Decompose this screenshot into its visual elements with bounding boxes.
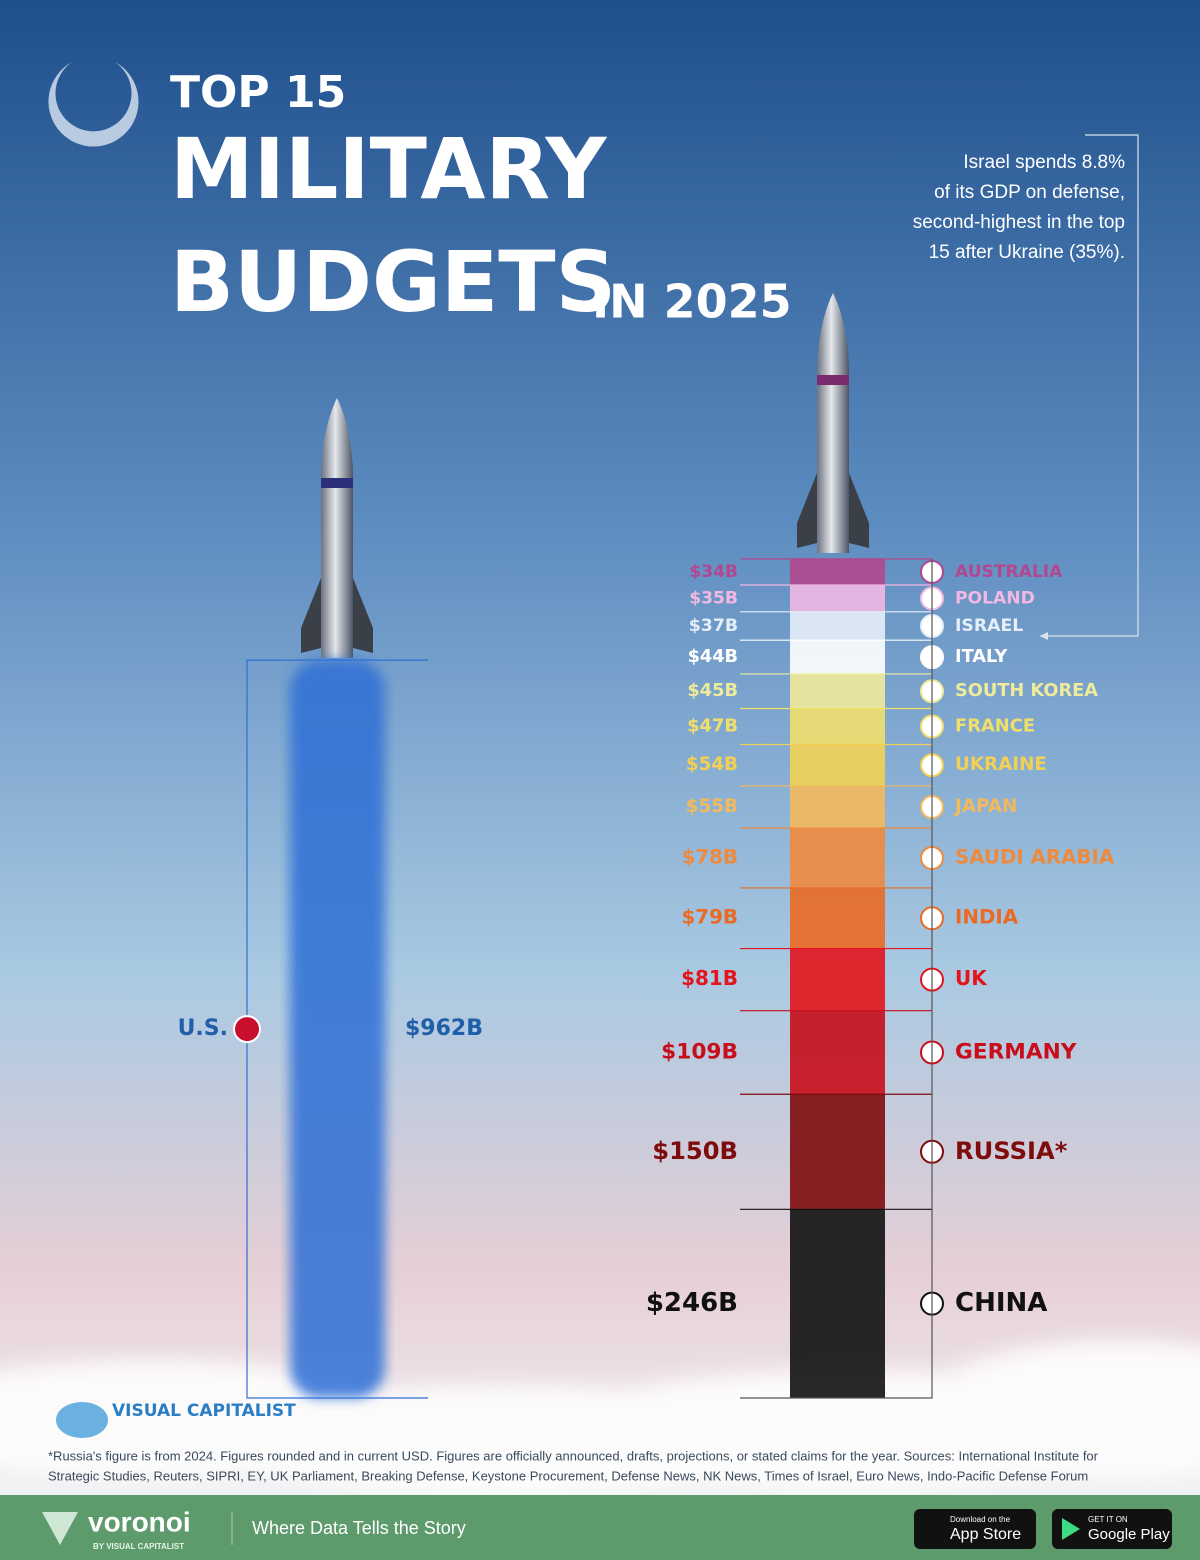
rockets	[301, 293, 869, 658]
stack-segment	[790, 948, 885, 1011]
country-name: UK	[955, 966, 988, 990]
value-label: $37B	[689, 616, 738, 636]
stack-segment	[790, 558, 885, 585]
clouds	[0, 1340, 1200, 1495]
value-label: $109B	[661, 1039, 738, 1064]
title-line: IN 2025	[592, 275, 792, 329]
stack-segment	[790, 1209, 885, 1398]
country-name: INDIA	[955, 906, 1019, 929]
country-name: FRANCE	[955, 715, 1035, 736]
value-label: $35B	[689, 588, 738, 608]
stack-segment	[790, 584, 885, 612]
footer-brand: voronoi	[88, 1506, 191, 1537]
value-label: $81B	[681, 966, 738, 990]
moon	[48, 62, 139, 147]
title-line: BUDGETS	[170, 233, 616, 331]
title-line: TOP 15	[170, 67, 346, 118]
annotation-arrow	[1040, 632, 1048, 640]
country-name: RUSSIA*	[955, 1137, 1068, 1165]
value-label: $45B	[687, 681, 738, 701]
stack-segment	[790, 673, 885, 709]
country-name: GERMANY	[955, 1039, 1077, 1064]
plot: U.S. $962B $34B AUSTRALIA $35B POLAND $37B ISRA…	[178, 558, 1115, 1399]
logo-text: VISUAL CAPITALIST	[112, 1401, 296, 1421]
bar-smoke	[290, 660, 385, 1398]
title-line: MILITARY	[170, 120, 607, 218]
stack-axis	[740, 558, 933, 1399]
stack-segment	[790, 611, 885, 641]
country-name: UKRAINE	[955, 754, 1047, 775]
annotation-line: Israel spends 8.8%	[963, 152, 1125, 173]
stack-segment	[790, 708, 885, 745]
annotation: Israel spends 8.8% of its GDP on defense,…	[913, 152, 1125, 263]
country-name: JAPAN	[953, 796, 1017, 817]
footnote-line: Strategic Studies, Reuters, SIPRI, EY, U…	[48, 1468, 1088, 1483]
value-label: $150B	[652, 1137, 738, 1165]
background	[0, 0, 1200, 1495]
country-name: CHINA	[955, 1288, 1047, 1318]
flag	[233, 1015, 261, 1044]
country-name: ISRAEL	[955, 616, 1023, 636]
google-play-label: Google Play	[1088, 1526, 1170, 1543]
annotation-line: 15 after Ukraine (35%).	[929, 242, 1125, 263]
country-name: SOUTH KOREA	[955, 681, 1098, 701]
annotation-leader	[1040, 134, 1139, 637]
footer-by: BY VISUAL CAPITALIST	[93, 1542, 184, 1551]
value-label: $78B	[682, 846, 738, 869]
app-store-button[interactable]	[914, 1509, 1036, 1549]
annotation-line: second-highest in the top	[913, 212, 1125, 233]
country-name: POLAND	[955, 588, 1035, 608]
google-play-button[interactable]	[1052, 1509, 1172, 1549]
leader-name: U.S.	[178, 1016, 228, 1041]
app-store-small: Download on the	[950, 1515, 1011, 1524]
value-label: $54B	[686, 754, 738, 775]
country-name: SAUDI ARABIA	[955, 846, 1115, 869]
google-play-icon	[1062, 1518, 1080, 1540]
value-label: $47B	[687, 715, 738, 736]
stack-segment	[790, 640, 885, 674]
value-label: $246B	[646, 1288, 738, 1318]
google-play-small: GET IT ON	[1088, 1515, 1128, 1524]
value-label: $79B	[681, 906, 738, 929]
footnote-line: *Russia's figure is from 2024. Figures r…	[48, 1448, 1099, 1463]
stack-segment	[790, 1010, 885, 1095]
logo: VISUAL CAPITALIST	[56, 1401, 296, 1438]
country-name: ITALY	[955, 647, 1007, 667]
value-label: $44B	[688, 647, 738, 667]
value-label: $34B	[689, 562, 738, 582]
value-label: $55B	[686, 796, 738, 817]
stack-segment	[790, 785, 885, 829]
tagline: Where Data Tells the Story	[252, 1518, 466, 1538]
stack-segment	[790, 828, 885, 888]
footnote: *Russia's figure is from 2024. Figures r…	[48, 1448, 1099, 1483]
footer-logo-mark	[42, 1512, 78, 1545]
stack-segment	[790, 1094, 885, 1210]
country-name: AUSTRALIA	[955, 562, 1063, 582]
annotation-line: of its GDP on defense,	[934, 182, 1125, 203]
leader-value-label: $962B	[405, 1016, 483, 1041]
stack-segment	[790, 887, 885, 949]
stack-segment	[790, 744, 885, 786]
app-store-label: App Store	[950, 1526, 1021, 1543]
